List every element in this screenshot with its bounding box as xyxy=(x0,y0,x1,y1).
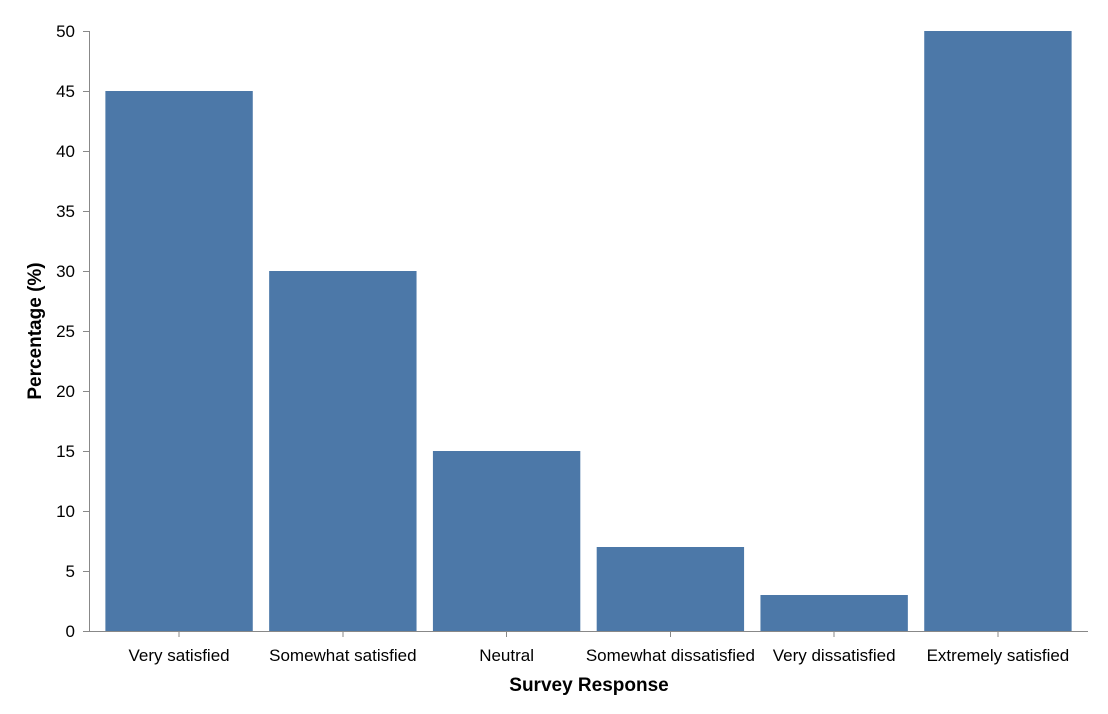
y-tick-label: 15 xyxy=(56,442,75,461)
bar-somewhat-satisfied xyxy=(269,271,417,631)
x-tick-label: Very dissatisfied xyxy=(773,646,896,665)
bar-very-satisfied xyxy=(105,91,253,631)
y-tick-label: 25 xyxy=(56,322,75,341)
x-tick-label: Neutral xyxy=(479,646,534,665)
y-tick-label: 35 xyxy=(56,202,75,221)
y-tick-label: 45 xyxy=(56,82,75,101)
y-axis-title: Percentage (%) xyxy=(25,262,46,399)
y-tick-label: 30 xyxy=(56,262,75,281)
x-axis-title: Survey Response xyxy=(509,675,668,696)
y-tick-label: 40 xyxy=(56,142,75,161)
x-tick-label: Somewhat satisfied xyxy=(269,646,416,665)
x-tick-label: Very satisfied xyxy=(129,646,230,665)
bar-neutral xyxy=(432,451,581,631)
y-tick-label: 0 xyxy=(66,622,75,641)
bar-extremely-satisfied xyxy=(924,31,1072,631)
x-axis: Very satisfied Somewhat satisfied Neutral S… xyxy=(89,631,1088,665)
bars-group xyxy=(105,31,1072,631)
y-tick-label: 20 xyxy=(56,382,75,401)
y-tick-label: 5 xyxy=(66,562,75,581)
x-tick-label: Extremely satisfied xyxy=(927,646,1070,665)
x-tick-label: Somewhat dissatisfied xyxy=(586,646,755,665)
y-tick-label: 50 xyxy=(56,22,75,41)
y-axis: 0 5 10 15 20 25 30 35 40 45 50 xyxy=(56,22,90,641)
bar-somewhat-dissatisfied xyxy=(596,547,745,631)
bar-very-dissatisfied xyxy=(760,595,908,631)
y-tick-label: 10 xyxy=(56,502,75,521)
